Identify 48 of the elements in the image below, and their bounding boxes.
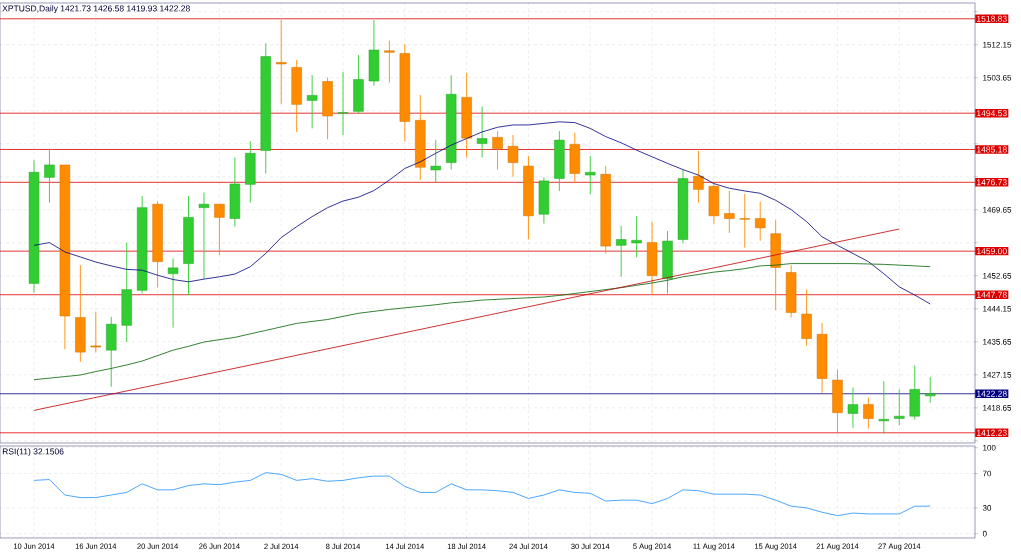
candlestick [693, 150, 704, 204]
y-tick-label: 70 [982, 470, 992, 477]
candlestick [276, 19, 287, 105]
ref-line-label: 1485.18 [977, 146, 1007, 153]
ref-line-label: 1447.78 [977, 291, 1007, 298]
y-tick-label: 100 [983, 444, 996, 451]
y-tick-label: 1452.65 [983, 272, 1012, 279]
chart-title: RSI(11) 32.1506 [2, 448, 64, 457]
ref-line-label: 1518.83 [977, 15, 1007, 22]
candlestick [507, 134, 519, 178]
candlestick [492, 130, 503, 171]
ref-line-label: 1476.73 [977, 179, 1007, 186]
candlestick [925, 376, 936, 404]
candlestick [306, 74, 318, 129]
y-tick-label: 30 [982, 505, 992, 511]
candlestick [847, 387, 859, 429]
candlestick [167, 258, 179, 329]
candlestick [631, 215, 642, 258]
candlestick [476, 106, 488, 159]
candlestick [894, 388, 905, 426]
y-tick-label: 1435.65 [983, 339, 1012, 345]
ref-line-label: 1412.23 [977, 429, 1007, 436]
candlestick [44, 148, 55, 204]
candlestick [755, 201, 766, 242]
ref-line-label: 1422.28 [977, 390, 1007, 397]
y-tick-label: 1427.15 [983, 372, 1012, 378]
candlestick [430, 139, 441, 184]
candlestick [337, 71, 349, 136]
y-tick-label: 1418.65 [983, 405, 1012, 411]
ref-line-label: 1459.00 [977, 248, 1007, 255]
candlestick [384, 40, 395, 84]
y-tick-label: 0 [982, 530, 987, 537]
ref-line-label: 1494.53 [977, 110, 1007, 117]
candlestick [90, 311, 101, 353]
y-tick-label: 1512.15 [983, 41, 1012, 48]
chart-title: XPTUSD,Daily 1421.73 1426.58 1419.93 1422.28 [2, 5, 190, 14]
y-tick-label: 1503.65 [983, 74, 1012, 81]
y-tick-label: 1444.15 [983, 306, 1012, 312]
candlestick [615, 225, 627, 278]
line-series [33, 121, 931, 305]
candlestick [198, 192, 210, 280]
candlestick [214, 203, 225, 256]
candlestick [585, 155, 596, 195]
y-tick-label: 1469.65 [983, 206, 1012, 213]
candlestick [724, 190, 735, 234]
candlestick [878, 380, 890, 435]
candlestick [739, 193, 750, 249]
candlestick [863, 397, 874, 430]
